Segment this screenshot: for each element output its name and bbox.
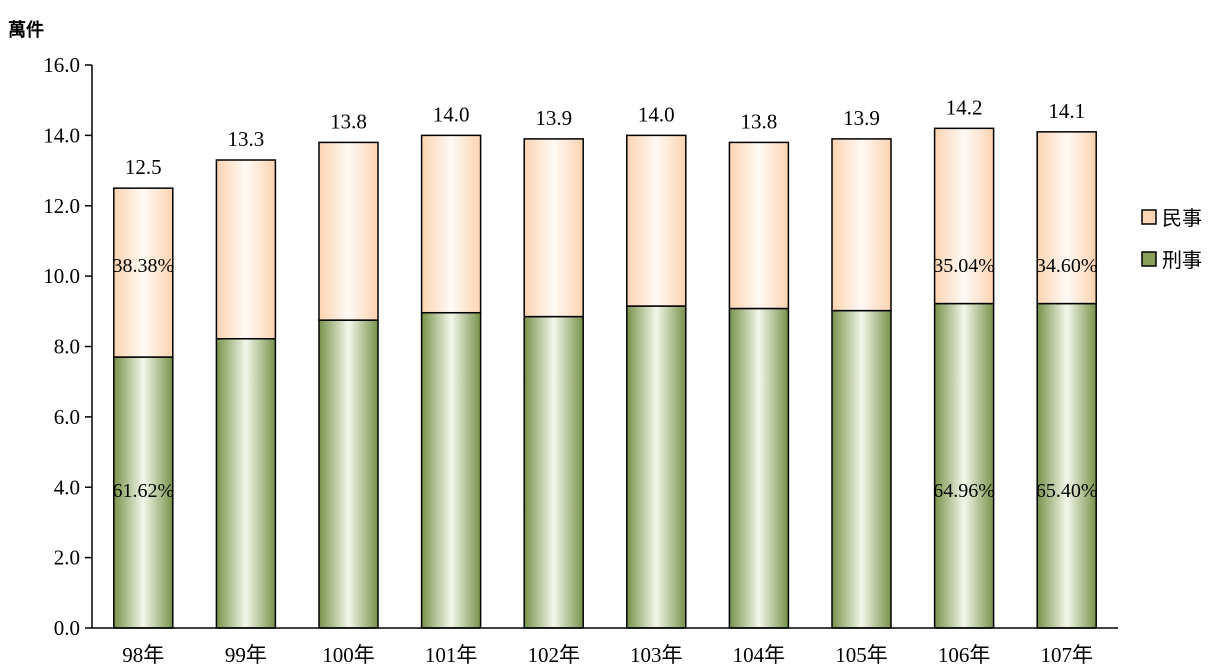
bar-civil (318, 141, 379, 321)
percent-label-civil: 38.38% (112, 255, 174, 277)
x-category-label: 101年 (425, 643, 478, 667)
bar-civil (933, 127, 995, 305)
y-tick-label: 2.0 (54, 546, 80, 570)
x-category-label: 103年 (630, 643, 683, 667)
total-label: 12.5 (125, 155, 162, 179)
bar-civil (523, 138, 584, 318)
y-tick-label: 4.0 (54, 475, 80, 499)
y-tick-label: 16.0 (43, 53, 80, 77)
legend-swatch-civil (1141, 209, 1157, 225)
y-tick-label: 12.0 (43, 194, 80, 218)
x-category-label: 98年 (122, 643, 164, 667)
bar-criminal (1036, 302, 1097, 629)
percent-label-criminal: 61.62% (112, 480, 174, 502)
y-tick-label: 10.0 (43, 264, 80, 288)
y-tick-label: 6.0 (54, 405, 80, 429)
total-label: 13.8 (741, 109, 778, 133)
bar-criminal (933, 302, 995, 629)
total-label: 14.1 (1048, 99, 1085, 123)
y-tick-label: 14.0 (43, 123, 80, 147)
percent-label-civil: 35.04% (933, 255, 995, 277)
y-tick-label: 0.0 (54, 616, 80, 640)
x-category-label: 107年 (1040, 643, 1093, 667)
total-label: 13.9 (535, 106, 572, 130)
x-category-label: 104年 (733, 643, 786, 667)
x-category-label: 99年 (225, 643, 267, 667)
bar-criminal (728, 307, 790, 629)
bar-criminal (626, 305, 687, 629)
bar-civil (215, 159, 277, 340)
y-unit-label: 萬件 (8, 19, 44, 41)
x-category-label: 100年 (322, 643, 375, 667)
bar-criminal (831, 309, 892, 629)
total-label: 14.0 (638, 102, 675, 126)
bar-civil (113, 187, 174, 358)
bar-criminal (215, 338, 277, 629)
bar-civil (831, 138, 892, 312)
x-category-label: 106年 (938, 643, 991, 667)
bar-civil (728, 141, 790, 310)
x-axis: 98年 99年 100年 101年 102年 103年 104年 105年 106年 107年 (92, 627, 1118, 667)
total-label: 14.2 (946, 95, 983, 119)
bar-civil (1036, 131, 1097, 305)
total-label: 14.0 (433, 102, 470, 126)
bar-criminal (523, 315, 584, 629)
bar-civil (626, 134, 687, 307)
percent-label-criminal: 65.40% (1036, 480, 1098, 502)
bar-criminal (420, 311, 482, 629)
total-label: 13.3 (228, 127, 265, 151)
legend-swatch-criminal (1141, 251, 1157, 267)
total-label: 13.9 (843, 106, 880, 130)
x-category-label: 105年 (835, 643, 888, 667)
y-axis: 0.0 2.0 4.0 6.0 8.0 10.0 12.0 14.0 16.0 (43, 53, 93, 640)
legend-label-civil: 民事 (1162, 206, 1202, 230)
total-label: 13.8 (330, 109, 367, 133)
bars: 12.5 13.3 13.8 14.0 13.9 14.0 13.8 13.9 14.2 14.1… (112, 95, 1098, 629)
x-category-label: 102年 (527, 643, 580, 667)
bar-civil (420, 134, 482, 314)
y-tick-label: 8.0 (54, 335, 80, 359)
bar-criminal (318, 319, 379, 629)
percent-label-criminal: 64.96% (933, 480, 995, 502)
legend-label-criminal: 刑事 (1162, 248, 1202, 272)
legend: 民事 刑事 (1141, 206, 1202, 272)
percent-label-civil: 34.60% (1036, 255, 1098, 277)
